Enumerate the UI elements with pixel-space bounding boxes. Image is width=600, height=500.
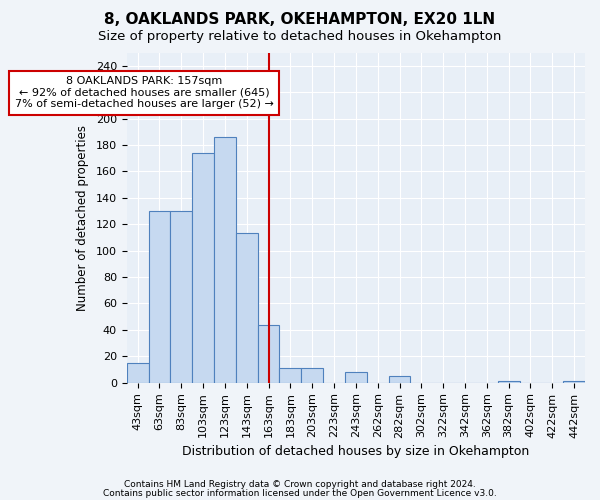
Text: 8, OAKLANDS PARK, OKEHAMPTON, EX20 1LN: 8, OAKLANDS PARK, OKEHAMPTON, EX20 1LN [104,12,496,28]
Bar [127,363,149,382]
Bar [257,324,280,382]
Text: 8 OAKLANDS PARK: 157sqm
← 92% of detached houses are smaller (645)
7% of semi-de: 8 OAKLANDS PARK: 157sqm ← 92% of detache… [15,76,274,110]
Bar [214,137,236,382]
Bar [170,211,192,382]
Bar [149,211,170,382]
Text: Contains HM Land Registry data © Crown copyright and database right 2024.: Contains HM Land Registry data © Crown c… [124,480,476,489]
Bar [301,368,323,382]
X-axis label: Distribution of detached houses by size in Okehampton: Distribution of detached houses by size … [182,444,529,458]
Y-axis label: Number of detached properties: Number of detached properties [76,124,89,310]
Text: Contains public sector information licensed under the Open Government Licence v3: Contains public sector information licen… [103,488,497,498]
Bar [192,153,214,382]
Text: Size of property relative to detached houses in Okehampton: Size of property relative to detached ho… [98,30,502,43]
Bar [345,372,367,382]
Bar [389,376,410,382]
Bar [280,368,301,382]
Bar [236,234,257,382]
